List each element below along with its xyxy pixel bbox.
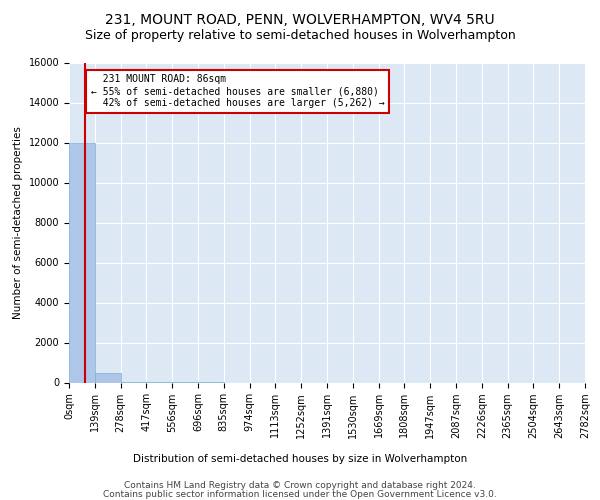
Bar xyxy=(95,372,121,382)
Text: Distribution of semi-detached houses by size in Wolverhampton: Distribution of semi-detached houses by … xyxy=(133,454,467,464)
Y-axis label: Number of semi-detached properties: Number of semi-detached properties xyxy=(13,126,23,319)
Text: Contains HM Land Registry data © Crown copyright and database right 2024.: Contains HM Land Registry data © Crown c… xyxy=(124,481,476,490)
Bar xyxy=(69,142,95,382)
Text: Contains public sector information licensed under the Open Government Licence v3: Contains public sector information licen… xyxy=(103,490,497,499)
Text: 231, MOUNT ROAD, PENN, WOLVERHAMPTON, WV4 5RU: 231, MOUNT ROAD, PENN, WOLVERHAMPTON, WV… xyxy=(105,12,495,26)
Text: 231 MOUNT ROAD: 86sqm
← 55% of semi-detached houses are smaller (6,880)
  42% of: 231 MOUNT ROAD: 86sqm ← 55% of semi-deta… xyxy=(91,74,384,108)
Text: Size of property relative to semi-detached houses in Wolverhampton: Size of property relative to semi-detach… xyxy=(85,29,515,42)
